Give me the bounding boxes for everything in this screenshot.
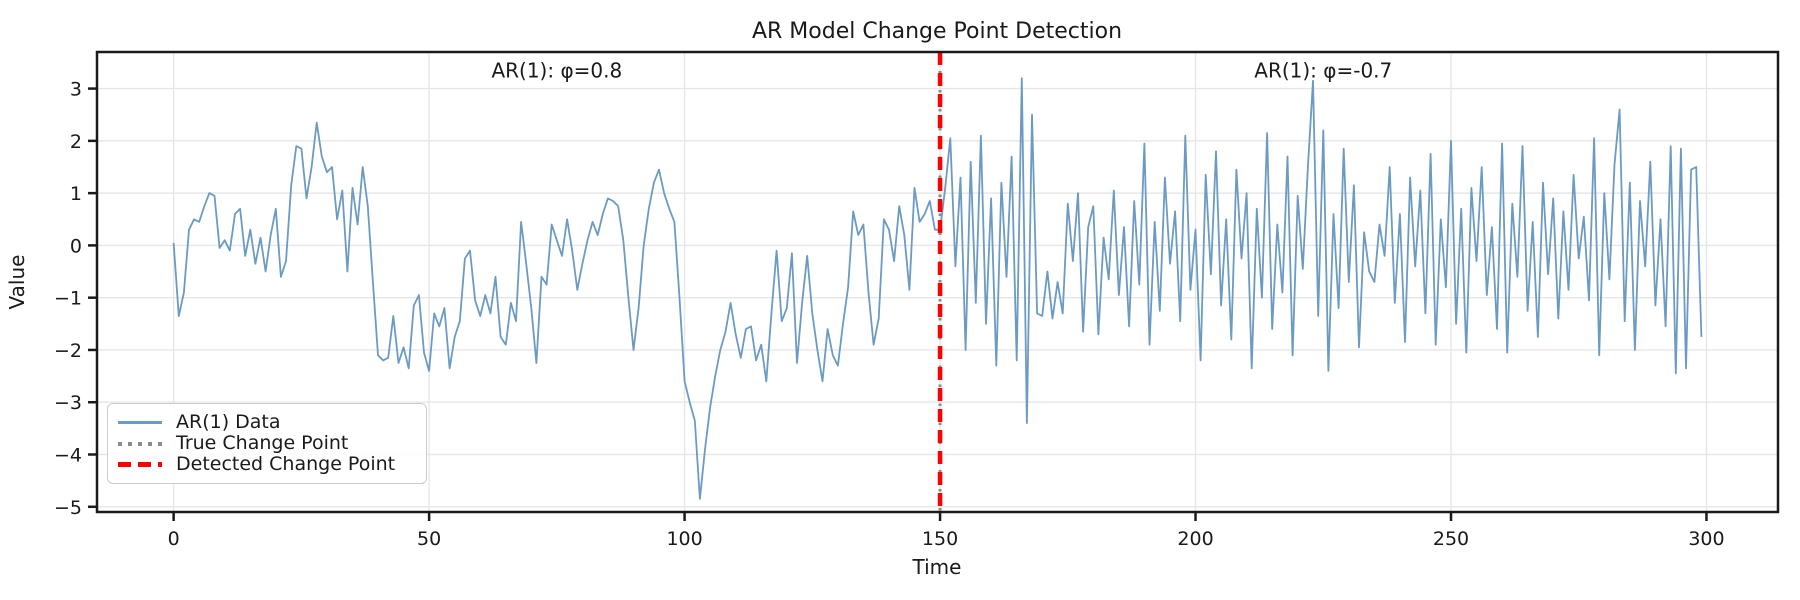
y-tick-label: 1 — [70, 183, 82, 205]
y-tick-label: 2 — [70, 131, 82, 153]
segment-annotation-left: AR(1): φ=0.8 — [491, 58, 622, 82]
segment-annotation-right: AR(1): φ=-0.7 — [1254, 58, 1392, 82]
y-tick-label: −5 — [54, 497, 82, 519]
legend-item-detected-cp: Detected Change Point — [118, 454, 412, 475]
x-tick-label: 200 — [1177, 528, 1213, 550]
x-axis-label: Time — [912, 555, 962, 579]
y-axis-label: Value — [5, 255, 29, 310]
x-tick-label: 100 — [666, 528, 702, 550]
y-tick-label: −2 — [54, 340, 82, 362]
y-tick-label: −1 — [54, 288, 82, 310]
data-series — [172, 52, 1703, 512]
legend-label: Detected Change Point — [176, 453, 396, 475]
y-tick-label: 3 — [70, 79, 82, 101]
legend: AR(1) Data True Change Point Detected Ch… — [107, 403, 427, 484]
axes-spines — [95, 50, 1780, 514]
x-tick-label: 50 — [417, 528, 441, 550]
ar1-data-line — [172, 77, 1703, 500]
line-swatch-solid — [118, 421, 162, 424]
x-tick-label: 300 — [1688, 528, 1724, 550]
y-tick-label: 0 — [70, 235, 82, 257]
x-tick-label: 150 — [922, 528, 958, 550]
plot-border — [95, 50, 1780, 514]
x-tick-label: 0 — [168, 528, 180, 550]
chart-title: AR Model Change Point Detection — [752, 19, 1122, 44]
x-tick-label: 250 — [1433, 528, 1469, 550]
legend-item-true-cp: True Change Point — [118, 433, 412, 454]
legend-label: AR(1) Data — [176, 411, 281, 433]
line-swatch-dashed — [118, 462, 162, 467]
y-tick-label: −4 — [54, 445, 82, 467]
legend-label: True Change Point — [176, 432, 349, 454]
line-swatch-dotted — [118, 441, 162, 446]
legend-item-data: AR(1) Data — [118, 412, 412, 433]
y-tick-label: −3 — [54, 392, 82, 414]
axis-ticks: 0 50 100 150 200 250 300 3 2 1 0 −1 −2 −3 −4 −5 — [54, 79, 1725, 550]
